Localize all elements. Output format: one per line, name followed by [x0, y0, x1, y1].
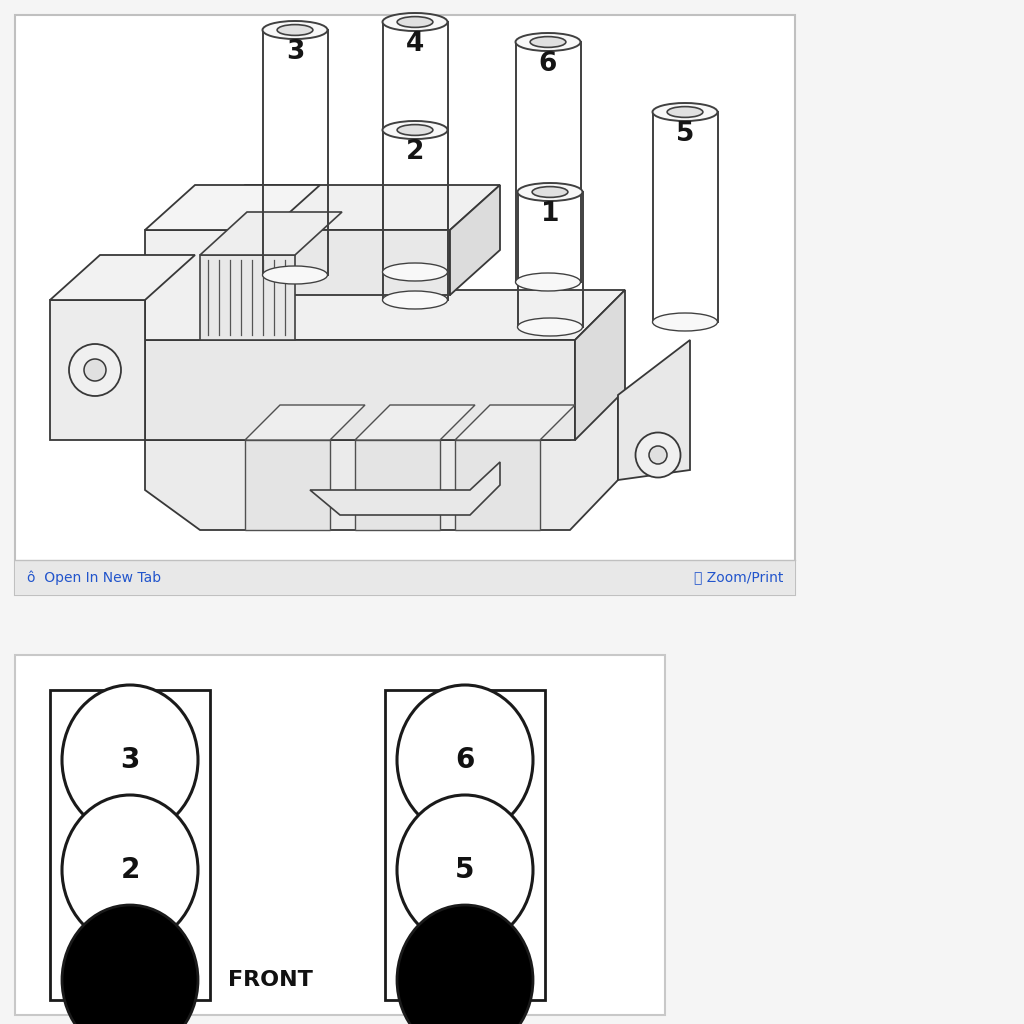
Bar: [517, 193, 583, 327]
Text: 2: 2: [406, 139, 424, 165]
Bar: [0, 640, 1024, 1024]
Text: 5: 5: [676, 121, 694, 147]
Text: 4: 4: [406, 31, 424, 57]
Ellipse shape: [383, 121, 447, 139]
Ellipse shape: [383, 291, 447, 309]
Bar: [50, 690, 210, 1000]
Text: FRONT: FRONT: [227, 970, 312, 990]
Ellipse shape: [278, 25, 313, 36]
Polygon shape: [145, 185, 319, 230]
Polygon shape: [145, 395, 618, 530]
Bar: [383, 130, 447, 300]
Ellipse shape: [667, 106, 702, 118]
Ellipse shape: [652, 103, 718, 121]
Text: 1: 1: [541, 201, 559, 227]
Ellipse shape: [532, 186, 568, 198]
Ellipse shape: [517, 183, 583, 201]
Ellipse shape: [397, 795, 534, 945]
Polygon shape: [195, 185, 500, 230]
Text: 6: 6: [456, 746, 475, 774]
Ellipse shape: [62, 905, 198, 1024]
Polygon shape: [245, 406, 365, 440]
Polygon shape: [355, 406, 475, 440]
Polygon shape: [355, 440, 440, 530]
Ellipse shape: [62, 685, 198, 835]
Text: 5: 5: [456, 856, 475, 884]
Text: 3: 3: [286, 39, 304, 65]
Ellipse shape: [383, 13, 447, 31]
Ellipse shape: [530, 37, 566, 47]
Ellipse shape: [397, 125, 433, 135]
Ellipse shape: [397, 685, 534, 835]
Ellipse shape: [515, 273, 581, 291]
Ellipse shape: [397, 16, 433, 28]
Polygon shape: [450, 185, 500, 295]
Bar: [15, 655, 665, 1015]
Polygon shape: [310, 462, 500, 515]
Ellipse shape: [62, 795, 198, 945]
Text: 3: 3: [120, 746, 139, 774]
Text: 6: 6: [539, 51, 557, 77]
Ellipse shape: [652, 313, 718, 331]
Text: ⌕ Zoom/Print: ⌕ Zoom/Print: [693, 570, 783, 585]
Ellipse shape: [262, 22, 328, 39]
Polygon shape: [145, 290, 625, 340]
Bar: [15, 15, 795, 595]
Polygon shape: [50, 300, 145, 440]
Text: 2: 2: [120, 856, 139, 884]
Polygon shape: [200, 255, 295, 340]
Polygon shape: [245, 440, 330, 530]
Bar: [515, 42, 581, 282]
Bar: [652, 112, 718, 322]
Ellipse shape: [383, 263, 447, 281]
Ellipse shape: [262, 266, 328, 284]
Bar: [383, 22, 447, 272]
Polygon shape: [50, 255, 195, 300]
Ellipse shape: [636, 432, 681, 477]
Ellipse shape: [397, 905, 534, 1024]
Polygon shape: [145, 340, 575, 440]
Polygon shape: [575, 290, 625, 440]
Polygon shape: [195, 230, 450, 295]
Ellipse shape: [517, 318, 583, 336]
Polygon shape: [200, 212, 342, 255]
Polygon shape: [455, 440, 540, 530]
Bar: [15, 560, 795, 595]
Polygon shape: [455, 406, 575, 440]
Bar: [385, 690, 545, 1000]
Ellipse shape: [515, 33, 581, 51]
Ellipse shape: [69, 344, 121, 396]
Bar: [262, 30, 328, 275]
Polygon shape: [145, 230, 270, 340]
Ellipse shape: [84, 359, 106, 381]
Polygon shape: [618, 340, 690, 480]
Text: ô  Open In New Tab: ô Open In New Tab: [27, 570, 161, 585]
Ellipse shape: [649, 446, 667, 464]
